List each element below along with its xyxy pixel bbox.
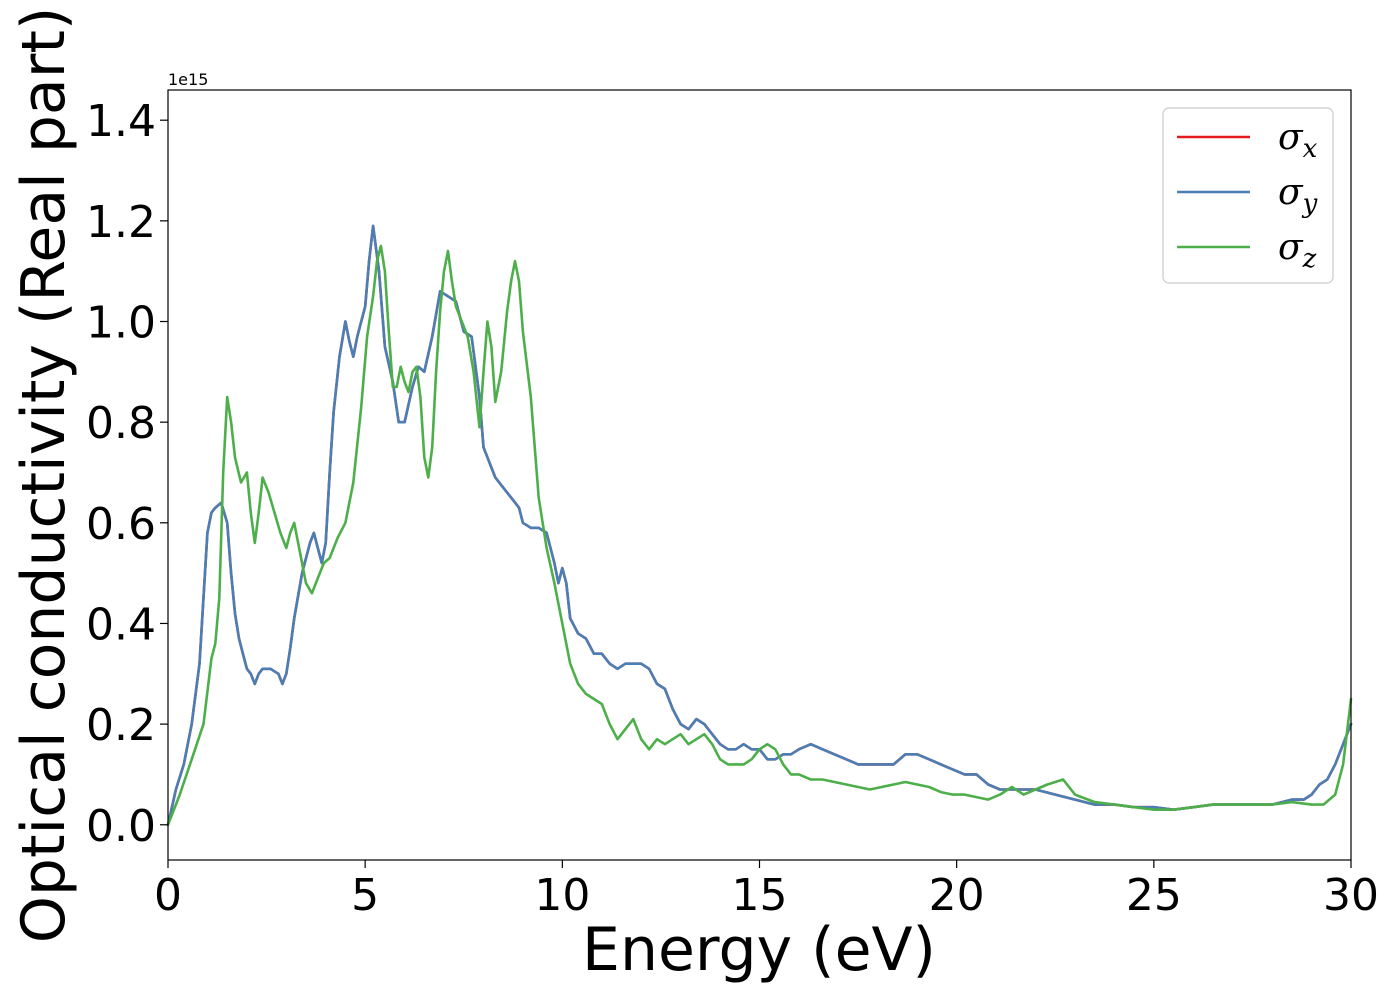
y-tick-label: 0.0 (86, 801, 156, 852)
x-tick-label: 0 (154, 870, 182, 921)
y-tick-label: 0.6 (86, 499, 156, 550)
legend-label-2: σy (1278, 172, 1318, 219)
x-tick-label: 10 (534, 870, 590, 921)
x-tick-label: 20 (929, 870, 985, 921)
x-tick-label: 25 (1126, 870, 1182, 921)
series-line-2 (166, 224, 1353, 827)
plot-area (168, 90, 1351, 860)
y-tick-label: 0.8 (86, 398, 156, 449)
series-layer (166, 224, 1353, 827)
legend-box (1162, 107, 1334, 284)
y-axis-label: Optical conductivity (Real part) (9, 7, 79, 944)
x-axis-label: Energy (eV) (582, 915, 936, 985)
x-tick-label: 30 (1323, 870, 1379, 921)
y-tick-label: 1.0 (86, 298, 156, 349)
y-tick-label: 0.2 (86, 700, 156, 751)
y-offset-text: 1e15 (168, 70, 208, 89)
x-tick-label: 15 (732, 870, 788, 921)
y-tick-label: 1.2 (86, 197, 156, 248)
x-tick-label: 5 (351, 870, 379, 921)
series-line-3 (166, 244, 1353, 827)
x-axis-ticks: 0 5 10 15 20 25 30 (154, 860, 1379, 921)
y-axis-ticks: 0.0 0.2 0.4 0.6 0.8 1.0 1.2 1.4 (86, 96, 168, 852)
y-tick-label: 1.4 (86, 96, 156, 147)
y-tick-label: 0.4 (86, 599, 156, 650)
